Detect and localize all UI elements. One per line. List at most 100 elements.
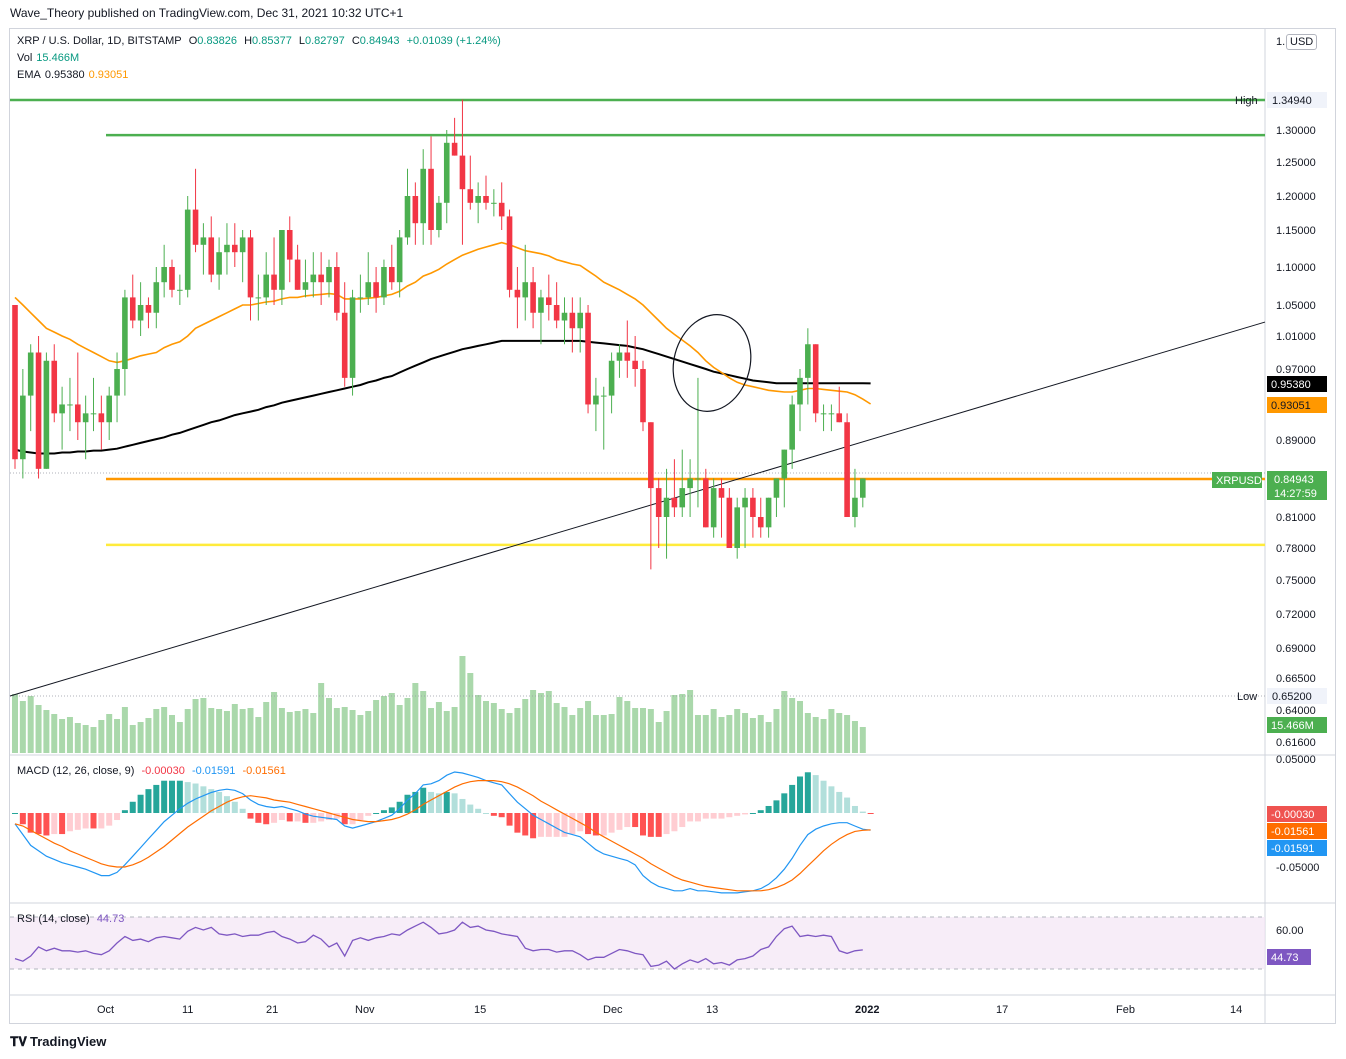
volume-bar	[726, 715, 733, 753]
volume-bar	[388, 693, 395, 753]
tradingview-logo-icon: 𝐓𝐕	[10, 1034, 27, 1049]
macd-histogram-bar	[498, 813, 505, 818]
macd-signal-tag-bg	[1267, 823, 1327, 839]
macd-histogram-bar	[294, 813, 301, 822]
time-tick-label: 15	[474, 1004, 486, 1016]
volume-bar	[82, 725, 89, 753]
volume-bar	[153, 709, 160, 753]
macd-histogram-bar	[420, 787, 427, 813]
volume-bar	[420, 691, 427, 753]
candle-body	[695, 478, 701, 480]
macd-histogram-bar	[428, 791, 435, 813]
macd-histogram-bar	[153, 784, 160, 813]
macd-line	[14, 771, 871, 894]
volume-bar	[59, 719, 66, 753]
candle-body	[12, 305, 18, 460]
candle-body	[169, 267, 175, 290]
volume-bar	[247, 708, 254, 753]
volume-value: 15.466M	[36, 52, 80, 64]
candle-body	[703, 478, 709, 528]
candle-body	[600, 395, 607, 397]
macd-histogram-bar	[475, 808, 482, 813]
currency-selector[interactable]: USD	[1286, 34, 1318, 50]
macd-histogram-bar	[836, 791, 843, 813]
low-label: L	[298, 35, 305, 47]
macd-label: MACD (12, 26, close, 9)	[17, 765, 135, 777]
macd-histogram-bar	[98, 813, 105, 829]
volume-bar	[616, 697, 623, 753]
volume-bar	[687, 690, 694, 753]
time-tick-label: 17	[996, 1004, 1008, 1016]
candle-body	[381, 267, 387, 298]
macd-histogram-bar	[114, 813, 121, 821]
macd-signal-line	[14, 780, 871, 892]
volume-bar	[114, 719, 121, 753]
candle-body	[538, 297, 544, 313]
volume-bar	[844, 715, 851, 753]
price-tick-label: 0.81000	[1276, 512, 1316, 524]
volume-bar	[74, 723, 81, 753]
volume-bar	[506, 713, 513, 753]
macd-histogram-bar	[216, 791, 223, 813]
macd-histogram-bar	[208, 789, 215, 813]
price-tick-label: 0.75000	[1276, 575, 1316, 587]
volume-bar	[271, 692, 278, 753]
macd-histogram-bar	[608, 813, 615, 833]
candle-body	[451, 142, 458, 156]
candle-body	[35, 352, 42, 469]
close-value: 0.84943	[359, 35, 400, 47]
volume-bar	[263, 702, 270, 753]
volume-bar	[679, 694, 686, 753]
candle-body	[718, 488, 725, 498]
macd-tick-label: -0.05000	[1276, 862, 1319, 874]
macd-histogram-bar	[239, 808, 246, 813]
macd-histogram-bar	[757, 810, 764, 813]
annotation-circle	[672, 314, 752, 412]
ema-fast-price-tag: 0.93051	[1271, 400, 1311, 412]
volume-bar	[357, 715, 364, 753]
candle-body	[805, 344, 811, 378]
macd-signal-value: -0.01561	[242, 765, 286, 777]
low-value: 0.82797	[305, 35, 345, 47]
macd-histogram-bar	[302, 813, 309, 823]
volume-bar	[561, 707, 568, 753]
macd-histogram-bar	[192, 783, 199, 813]
candle-body	[420, 168, 426, 224]
volume-bar	[404, 698, 411, 753]
volume-bar	[98, 720, 105, 753]
macd-tick-label: 0.05000	[1276, 754, 1316, 766]
macd-histogram-bar	[451, 793, 458, 813]
volume-price-tag-bg	[1267, 717, 1327, 733]
macd-histogram-bar	[561, 813, 568, 837]
candle-body	[279, 230, 285, 290]
macd-signal-tag: -0.01561	[1271, 826, 1314, 838]
low-tag: Low	[1237, 691, 1257, 703]
macd-histogram-bar	[844, 797, 851, 813]
macd-histogram-bar	[867, 813, 874, 814]
macd-histogram-bar	[459, 798, 466, 813]
volume-bar	[710, 709, 717, 753]
candle-body	[655, 488, 662, 517]
candle-body	[734, 507, 740, 548]
volume-bar	[749, 718, 756, 753]
brand-footer[interactable]: 𝐓𝐕 TradingView	[10, 1034, 106, 1050]
macd-histogram-bar	[161, 780, 168, 813]
macd-histogram-bar	[59, 813, 66, 835]
close-label: C	[351, 35, 360, 47]
volume-bar	[530, 690, 537, 753]
macd-histogram-bar	[537, 813, 544, 837]
volume-bar	[294, 711, 301, 753]
macd-histogram-bar	[663, 813, 670, 835]
volume-bar	[200, 698, 207, 753]
candle-body	[577, 312, 583, 329]
symbol-title[interactable]: XRP / U.S. Dollar, 1D, BITSTAMP	[17, 35, 182, 47]
macd-histogram-bar	[145, 789, 152, 813]
rsi-legend: RSI (14, close) 44.73	[17, 913, 128, 925]
volume-bar	[522, 699, 529, 753]
volume-bar	[184, 709, 191, 753]
volume-bar	[765, 722, 772, 753]
volume-bar	[333, 708, 340, 753]
candle-body	[98, 413, 105, 423]
rsi-line	[14, 921, 863, 970]
